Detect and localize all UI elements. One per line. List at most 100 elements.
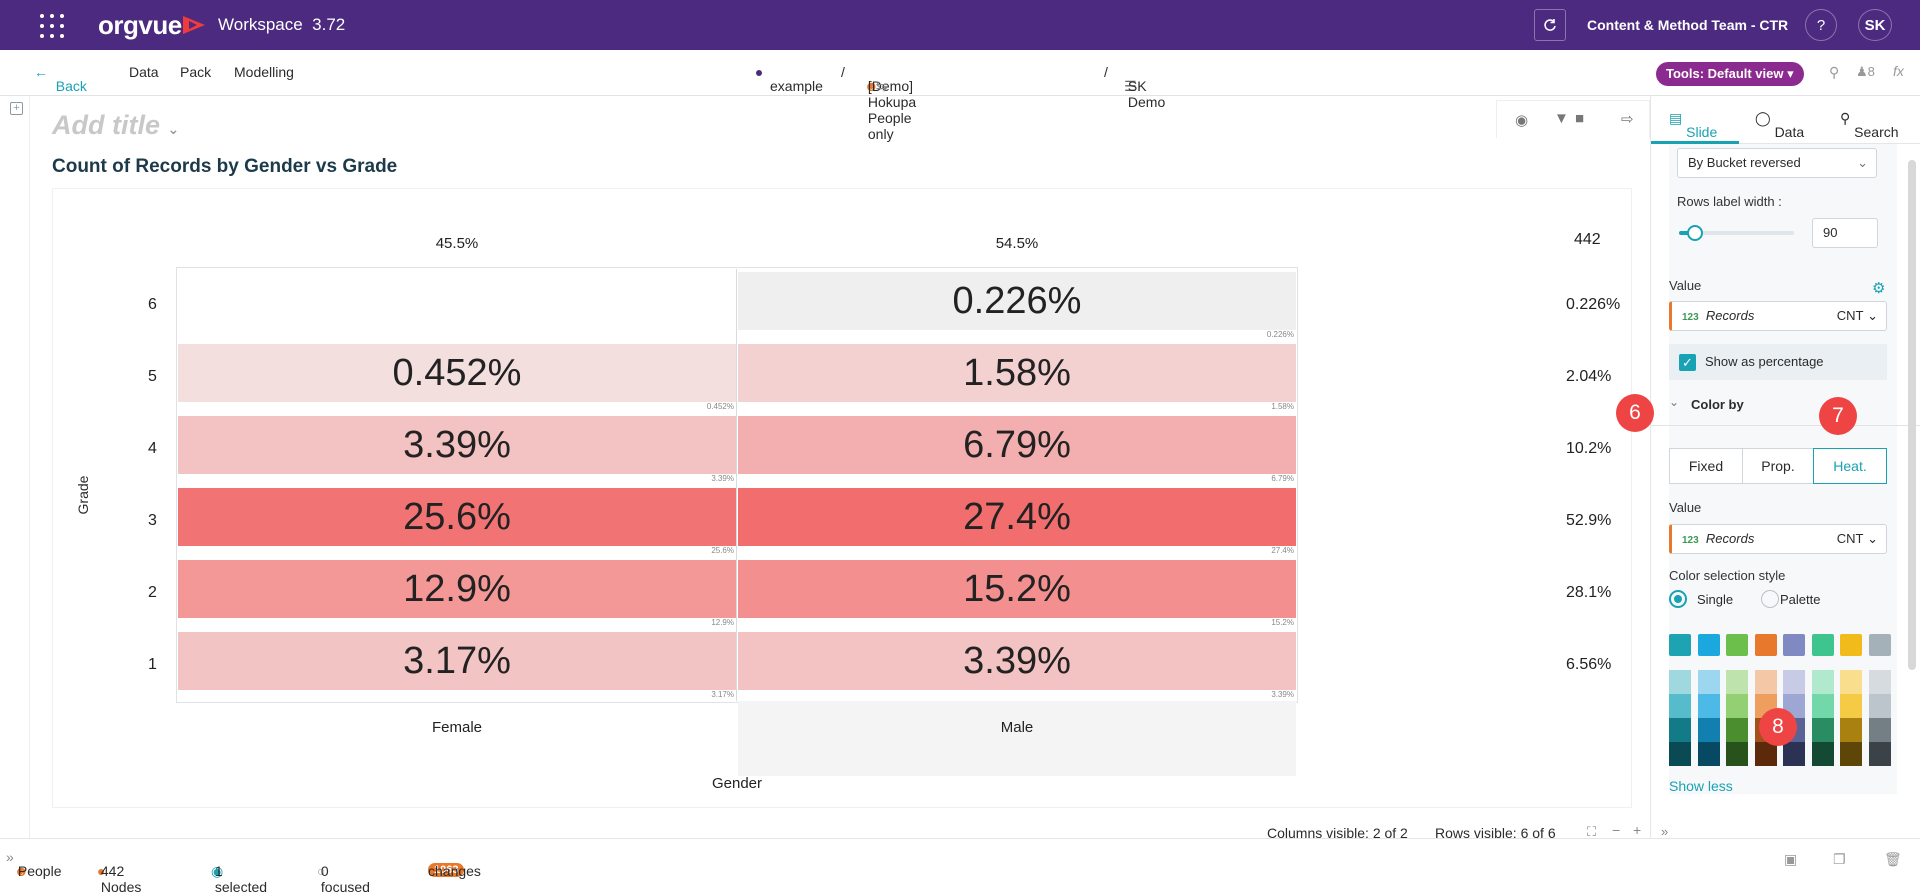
palette-shade-swatch[interactable]: [1840, 670, 1862, 694]
palette-shade-swatch[interactable]: [1754, 670, 1777, 694]
team-name[interactable]: Content & Method Team - CTR: [1587, 17, 1789, 33]
palette-shade-swatch[interactable]: [1726, 694, 1748, 718]
color-mode-heat[interactable]: Heat.: [1813, 448, 1887, 484]
breadcrumb-dataset[interactable]: ☻ [Demo] Hokupa People only ⇆: [864, 78, 917, 142]
heatmap-cell[interactable]: 25.6% 25.6%: [178, 488, 736, 555]
copy-icon[interactable]: ❐: [1833, 851, 1846, 867]
heatmap-cell[interactable]: 0.452% 0.452%: [178, 344, 736, 411]
palette-shade-swatch[interactable]: [1726, 718, 1748, 742]
comment-icon[interactable]: ■: [1575, 110, 1585, 127]
menu-pack[interactable]: Pack: [180, 64, 212, 80]
palette-swatch[interactable]: [1669, 634, 1691, 656]
refresh-button[interactable]: [1534, 9, 1566, 41]
tab-search[interactable]: ⚲ Search: [1840, 110, 1899, 140]
style-single-radio[interactable]: [1669, 590, 1687, 608]
expand-panel-icon[interactable]: »: [1661, 824, 1669, 839]
palette-shade-swatch[interactable]: [1840, 694, 1862, 718]
add-title-input[interactable]: Add title ⌄: [52, 110, 180, 140]
nodes-status[interactable]: ● 442 Nodes: [97, 863, 142, 895]
palette-shade-swatch[interactable]: [1726, 742, 1748, 766]
palette-swatch[interactable]: [1868, 634, 1891, 656]
heatmap-cell[interactable]: 3.17% 3.17%: [178, 632, 736, 699]
back-button[interactable]: ← Back: [34, 64, 87, 94]
palette-shade-swatch[interactable]: [1811, 718, 1834, 742]
rows-label-width-input[interactable]: 90: [1812, 218, 1878, 248]
palette-icon[interactable]: ◉: [1515, 112, 1529, 129]
palette-shade-swatch[interactable]: [1868, 742, 1891, 766]
palette-shade-swatch[interactable]: [1754, 742, 1777, 766]
menu-data[interactable]: Data: [129, 64, 159, 80]
heatmap-cell[interactable]: 6.79% 6.79%: [738, 416, 1296, 483]
color-mode-fixed[interactable]: Fixed: [1669, 448, 1743, 484]
apps-grid-icon[interactable]: [40, 14, 64, 38]
value-field-select[interactable]: 123 Records CNT ⌄: [1669, 301, 1887, 331]
palette-shade-swatch[interactable]: [1669, 670, 1691, 694]
show-percentage-checkbox[interactable]: ✓: [1679, 354, 1696, 371]
show-less-link[interactable]: Show less: [1669, 778, 1733, 794]
expand-left-icon[interactable]: »: [6, 849, 14, 865]
palette-shade-swatch[interactable]: [1697, 718, 1720, 742]
add-icon[interactable]: ▣: [1784, 851, 1798, 867]
palette-swatch[interactable]: [1811, 634, 1834, 656]
panel-scrollbar[interactable]: [1908, 160, 1916, 670]
heatmap-cell[interactable]: 1.58% 1.58%: [738, 344, 1296, 411]
palette-swatch[interactable]: [1783, 634, 1805, 656]
delete-icon[interactable]: 🗑: [1884, 851, 1902, 867]
heatmap-cell[interactable]: 3.39% 3.39%: [178, 416, 736, 483]
heatmap-cell[interactable]: 12.9% 12.9%: [178, 560, 736, 627]
slider-handle[interactable]: [1686, 225, 1703, 241]
palette-shade-swatch[interactable]: [1811, 670, 1834, 694]
heatmap-cell[interactable]: 0.226% 0.226%: [738, 272, 1296, 339]
heatmap-cell[interactable]: 3.39% 3.39%: [738, 632, 1296, 699]
palette-swatch[interactable]: [1840, 634, 1862, 656]
pin-icon[interactable]: ⚲: [1829, 64, 1840, 80]
fit-screen-icon[interactable]: ⛶: [1587, 824, 1597, 839]
color-mode-prop[interactable]: Prop.: [1742, 448, 1814, 484]
palette-shade-swatch[interactable]: [1811, 742, 1834, 766]
palette-shade-swatch[interactable]: [1783, 670, 1805, 694]
heatmap-cell[interactable]: 15.2% 15.2%: [738, 560, 1296, 627]
palette-shade-swatch[interactable]: [1868, 718, 1891, 742]
formula-icon[interactable]: fx: [1893, 63, 1904, 79]
palette-shade-swatch[interactable]: [1697, 694, 1720, 718]
sort-select[interactable]: By Bucket reversed ⌄: [1677, 148, 1877, 178]
palette-swatch[interactable]: [1754, 634, 1777, 656]
help-button[interactable]: ?: [1805, 9, 1837, 41]
people-status[interactable]: ☻ People: [14, 863, 62, 879]
heatmap-cell[interactable]: 27.4% 27.4%: [738, 488, 1296, 555]
users-count[interactable]: ♟8: [1856, 64, 1875, 79]
palette-shade-swatch[interactable]: [1669, 694, 1691, 718]
expand-sidebar-icon[interactable]: +: [10, 102, 23, 115]
palette-swatch[interactable]: [1697, 634, 1720, 656]
palette-shade-swatch[interactable]: [1811, 694, 1834, 718]
selected-status[interactable]: ◉ 1 selected: [211, 863, 268, 895]
heat-value-field-select[interactable]: 123 Records CNT ⌄: [1669, 524, 1887, 554]
palette-shade-swatch[interactable]: [1868, 670, 1891, 694]
palette-shade-swatch[interactable]: [1840, 742, 1862, 766]
user-avatar[interactable]: SK: [1858, 9, 1892, 41]
heatmap-cell[interactable]: [178, 272, 736, 330]
palette-shade-swatch[interactable]: [1840, 718, 1862, 742]
filter-icon[interactable]: ▼: [1554, 110, 1569, 127]
menu-modelling[interactable]: Modelling: [234, 64, 294, 80]
tab-data[interactable]: ◯ Data: [1755, 110, 1805, 140]
palette-shade-swatch[interactable]: [1726, 670, 1748, 694]
breadcrumb-example[interactable]: example: [756, 64, 823, 94]
palette-shade-swatch[interactable]: [1697, 670, 1720, 694]
zoom-in-icon[interactable]: +: [1633, 822, 1642, 838]
palette-shade-swatch[interactable]: [1669, 742, 1691, 766]
palette-shade-swatch[interactable]: [1669, 718, 1691, 742]
rows-label-width-slider[interactable]: [1679, 225, 1794, 241]
zoom-out-icon[interactable]: −: [1612, 822, 1621, 838]
palette-shade-swatch[interactable]: [1868, 694, 1891, 718]
palette-shade-swatch[interactable]: [1697, 742, 1720, 766]
breadcrumb-view[interactable]: ☰ SK Demo: [1124, 78, 1166, 110]
style-palette-radio[interactable]: [1761, 590, 1779, 608]
collapse-chevron-icon[interactable]: ⌄: [1669, 395, 1680, 409]
palette-swatch[interactable]: [1726, 634, 1748, 656]
gear-icon[interactable]: ⚙: [1872, 280, 1886, 297]
focused-status[interactable]: ○ 0 focused: [317, 863, 370, 895]
tab-slide[interactable]: ▤ Slide: [1669, 110, 1718, 140]
export-icon[interactable]: ⇨: [1621, 111, 1634, 128]
tools-view-dropdown[interactable]: Tools: Default view ▾: [1656, 62, 1804, 86]
